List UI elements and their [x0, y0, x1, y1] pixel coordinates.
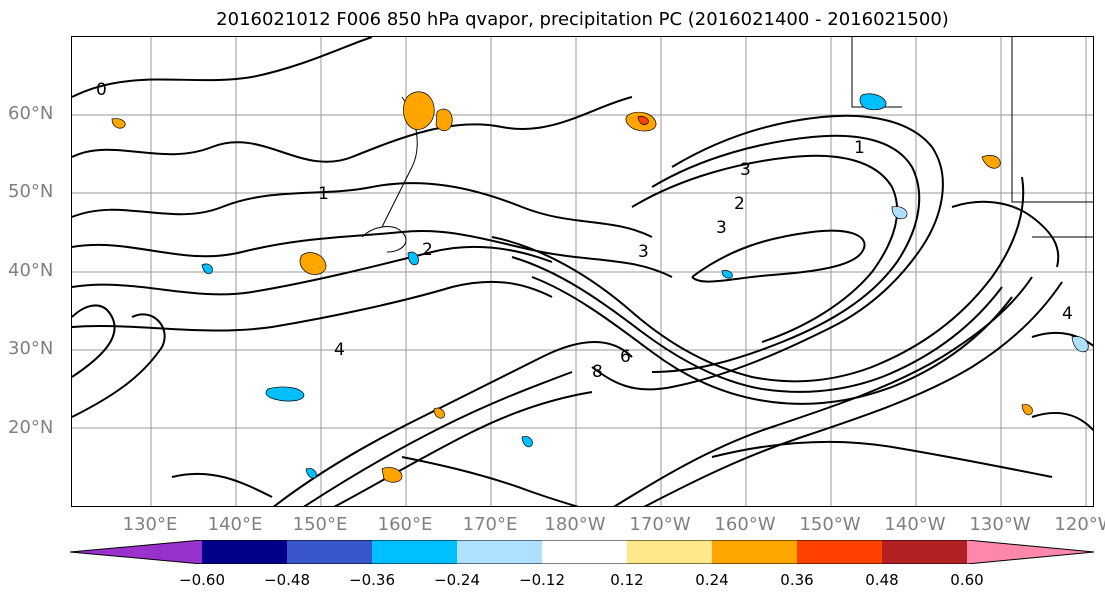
- colorbar-segment-10: [967, 540, 1094, 564]
- colorbar: [70, 540, 1095, 564]
- lat-label: 20°N: [8, 417, 54, 438]
- colorbar-tick: 0.36: [780, 571, 814, 589]
- colorbar-segment-5: [542, 540, 627, 564]
- lon-label: 140°W: [884, 514, 946, 535]
- lon-label: 160°E: [377, 514, 433, 535]
- lon-label: 180°W: [544, 514, 606, 535]
- contour-label: 0: [96, 80, 107, 100]
- colorbar-tick: 0.48: [865, 571, 899, 589]
- coastlines: [361, 37, 1093, 253]
- colorbar-segment-0: [70, 540, 202, 564]
- map-plot: 0 1 2 3 4 6 8 3 2 1 3 4: [72, 37, 1093, 506]
- lon-label: 170°W: [629, 514, 691, 535]
- colorbar-tick: −0.24: [434, 571, 480, 589]
- contour-label: 3: [740, 160, 751, 180]
- lat-label: 40°N: [8, 260, 54, 281]
- map-title: 2016021012 F006 850 hPa qvapor, precipit…: [216, 9, 949, 30]
- colorbar-tick: 0.24: [695, 571, 729, 589]
- colorbar-segment-7: [712, 540, 797, 564]
- graticule: [72, 37, 1093, 506]
- colorbar-tick: −0.12: [519, 571, 565, 589]
- contour-label: 8: [592, 362, 603, 382]
- precip-shading: [111, 91, 1089, 483]
- colorbar-segment-6: [627, 540, 712, 564]
- lon-label: 150°E: [292, 514, 348, 535]
- qvapor-contours: [72, 37, 1093, 506]
- map-panel: 0 1 2 3 4 6 8 3 2 1 3 4: [71, 36, 1094, 507]
- colorbar-segment-4: [457, 540, 542, 564]
- lon-label: 160°W: [714, 514, 776, 535]
- lat-label: 60°N: [8, 103, 54, 124]
- contour-label: 2: [422, 240, 433, 260]
- contour-label: 1: [318, 184, 329, 204]
- lon-label: 140°E: [207, 514, 263, 535]
- colorbar-segment-9: [882, 540, 967, 564]
- colorbar-tick: −0.36: [349, 571, 395, 589]
- lat-label: 30°N: [8, 338, 54, 359]
- contour-label: 4: [1062, 304, 1073, 324]
- contour-label: 1: [854, 138, 865, 158]
- colorbar-tick: −0.48: [264, 571, 310, 589]
- contour-label: 4: [334, 340, 345, 360]
- colorbar-segment-1: [202, 540, 287, 564]
- contour-labels: 0 1 2 3 4 6 8 3 2 1 3 4: [96, 80, 1073, 382]
- lon-label: 130°E: [122, 514, 178, 535]
- colorbar-segment-3: [372, 540, 457, 564]
- colorbar-tick: 0.12: [610, 571, 644, 589]
- lon-label: 130°W: [969, 514, 1031, 535]
- colorbar-segment-2: [287, 540, 372, 564]
- contour-label: 6: [620, 347, 631, 367]
- colorbar-segment-8: [797, 540, 882, 564]
- colorbar-tick: −0.60: [179, 571, 225, 589]
- lat-label: 50°N: [8, 181, 54, 202]
- contour-label: 3: [638, 242, 649, 262]
- colorbar-tick: 0.60: [950, 571, 984, 589]
- contour-label: 2: [734, 194, 745, 214]
- contour-label: 3: [716, 218, 727, 238]
- lon-label: 170°E: [462, 514, 518, 535]
- lon-label: 120°W: [1054, 514, 1105, 535]
- lon-label: 150°W: [799, 514, 861, 535]
